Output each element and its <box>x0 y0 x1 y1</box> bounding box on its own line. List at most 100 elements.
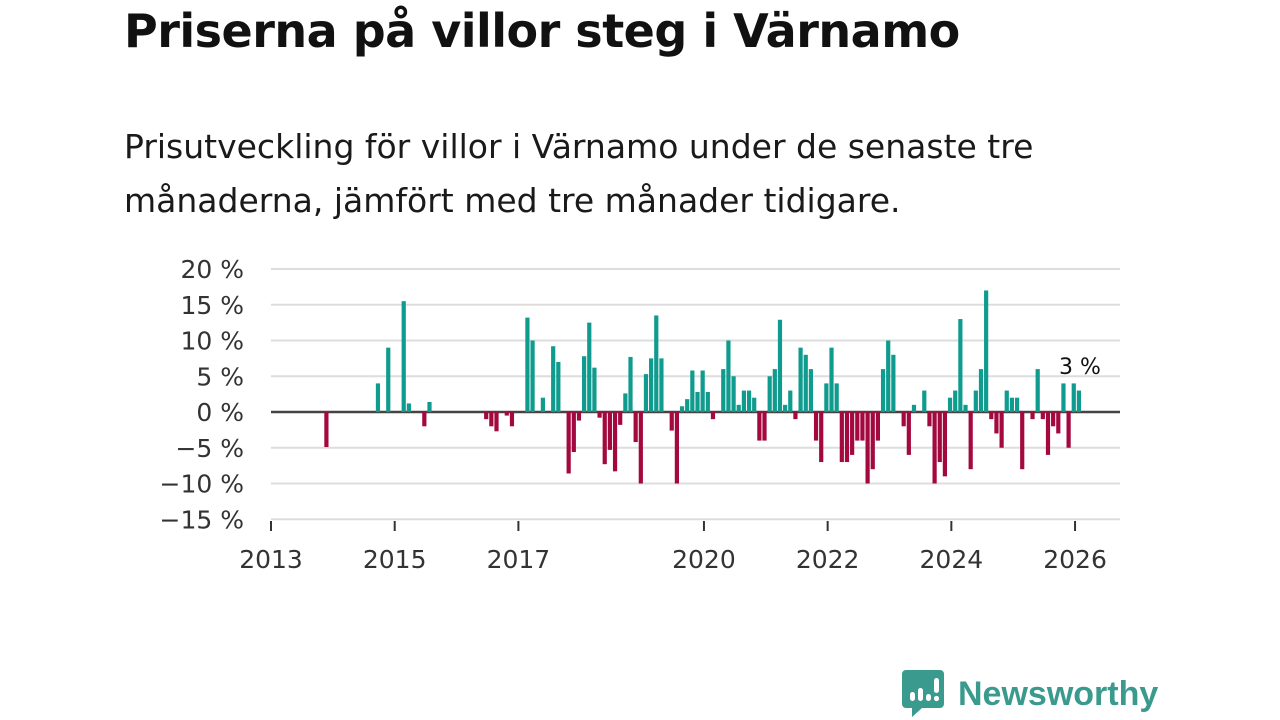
bar <box>525 317 530 412</box>
bar <box>494 412 499 432</box>
bar <box>679 406 685 412</box>
bar <box>1051 412 1056 427</box>
bar <box>721 369 726 412</box>
bar <box>628 356 633 412</box>
bar <box>705 391 710 412</box>
bar <box>607 412 612 450</box>
bar <box>978 369 984 412</box>
y-axis: 20 % 15 % 10 % 5 % 0 % −5 % −10 % −15 % <box>160 255 244 534</box>
bar <box>999 412 1004 448</box>
bar <box>1066 412 1071 448</box>
bar <box>746 390 752 412</box>
bar <box>427 401 432 412</box>
bar <box>942 412 948 477</box>
bar <box>1035 369 1040 412</box>
bar <box>618 412 623 425</box>
bar <box>819 412 824 463</box>
bar <box>1009 397 1015 412</box>
bar <box>324 412 329 448</box>
bar <box>571 412 576 453</box>
bar <box>788 390 793 412</box>
bar <box>685 399 690 412</box>
bar <box>576 412 582 421</box>
bar <box>1014 397 1020 412</box>
bar <box>989 412 994 420</box>
bar <box>865 412 870 484</box>
bar <box>922 390 927 412</box>
bar <box>850 412 855 455</box>
bar <box>911 404 917 412</box>
bar <box>870 412 875 470</box>
bar <box>1056 412 1061 434</box>
bar <box>813 412 819 441</box>
bar <box>906 412 911 455</box>
y-tick-label: 0 % <box>196 398 244 427</box>
bar <box>597 412 602 418</box>
newsworthy-logo-icon <box>902 670 944 717</box>
y-tick-label: −15 % <box>160 505 244 534</box>
bar <box>1040 412 1045 420</box>
bar <box>973 390 978 412</box>
y-tick-label: 5 % <box>196 362 244 391</box>
bar <box>690 370 695 412</box>
bar <box>757 412 762 441</box>
bar <box>623 393 628 412</box>
bar <box>602 412 607 465</box>
bar <box>798 347 803 412</box>
y-tick-label: 10 % <box>180 327 244 356</box>
bar <box>891 354 896 412</box>
bar <box>540 397 545 412</box>
bar <box>484 412 489 420</box>
bar <box>509 412 515 427</box>
bar <box>375 383 381 412</box>
bar <box>504 412 509 416</box>
bar <box>953 390 958 412</box>
y-tick-label: 20 % <box>180 255 244 284</box>
bar <box>886 340 891 412</box>
y-tick-label: −10 % <box>160 470 244 499</box>
bar <box>638 412 643 484</box>
last-value-label: 3 % <box>1059 355 1101 380</box>
bar <box>793 412 798 420</box>
bar <box>1071 383 1076 412</box>
bar <box>994 412 999 434</box>
bar <box>937 412 942 463</box>
bar <box>834 383 839 412</box>
bar <box>674 412 679 484</box>
bar <box>880 369 886 412</box>
bar <box>582 356 587 412</box>
x-tick-label: 2026 <box>1043 545 1107 574</box>
bar <box>762 412 767 441</box>
bar <box>963 404 968 412</box>
bar <box>932 412 937 484</box>
bar <box>829 347 834 412</box>
chart-subtitle: Prisutveckling för villor i Värnamo unde… <box>124 127 1034 220</box>
bar <box>855 412 860 441</box>
bar <box>1004 390 1009 412</box>
bar <box>1020 412 1025 470</box>
bar <box>592 367 597 412</box>
x-axis: 2013 2015 2017 2020 2022 2024 2026 <box>239 521 1107 574</box>
bar <box>860 412 865 441</box>
bar <box>736 404 741 412</box>
bar <box>839 412 844 463</box>
newsworthy-logo: Newsworthy <box>902 670 1158 718</box>
bar <box>875 412 881 441</box>
bar <box>406 403 411 412</box>
bar <box>643 374 649 412</box>
bar <box>726 340 731 412</box>
bar <box>587 322 592 412</box>
bar <box>752 397 757 412</box>
y-tick-label: 15 % <box>180 291 244 320</box>
bar <box>1076 390 1082 412</box>
bar <box>401 301 406 412</box>
bar <box>741 390 746 412</box>
bar <box>927 412 932 427</box>
bar <box>489 412 494 427</box>
x-tick-label: 2024 <box>920 545 984 574</box>
bar <box>777 319 783 412</box>
x-tick-label: 2017 <box>487 545 551 574</box>
bar <box>1061 383 1066 412</box>
bar <box>731 376 736 412</box>
